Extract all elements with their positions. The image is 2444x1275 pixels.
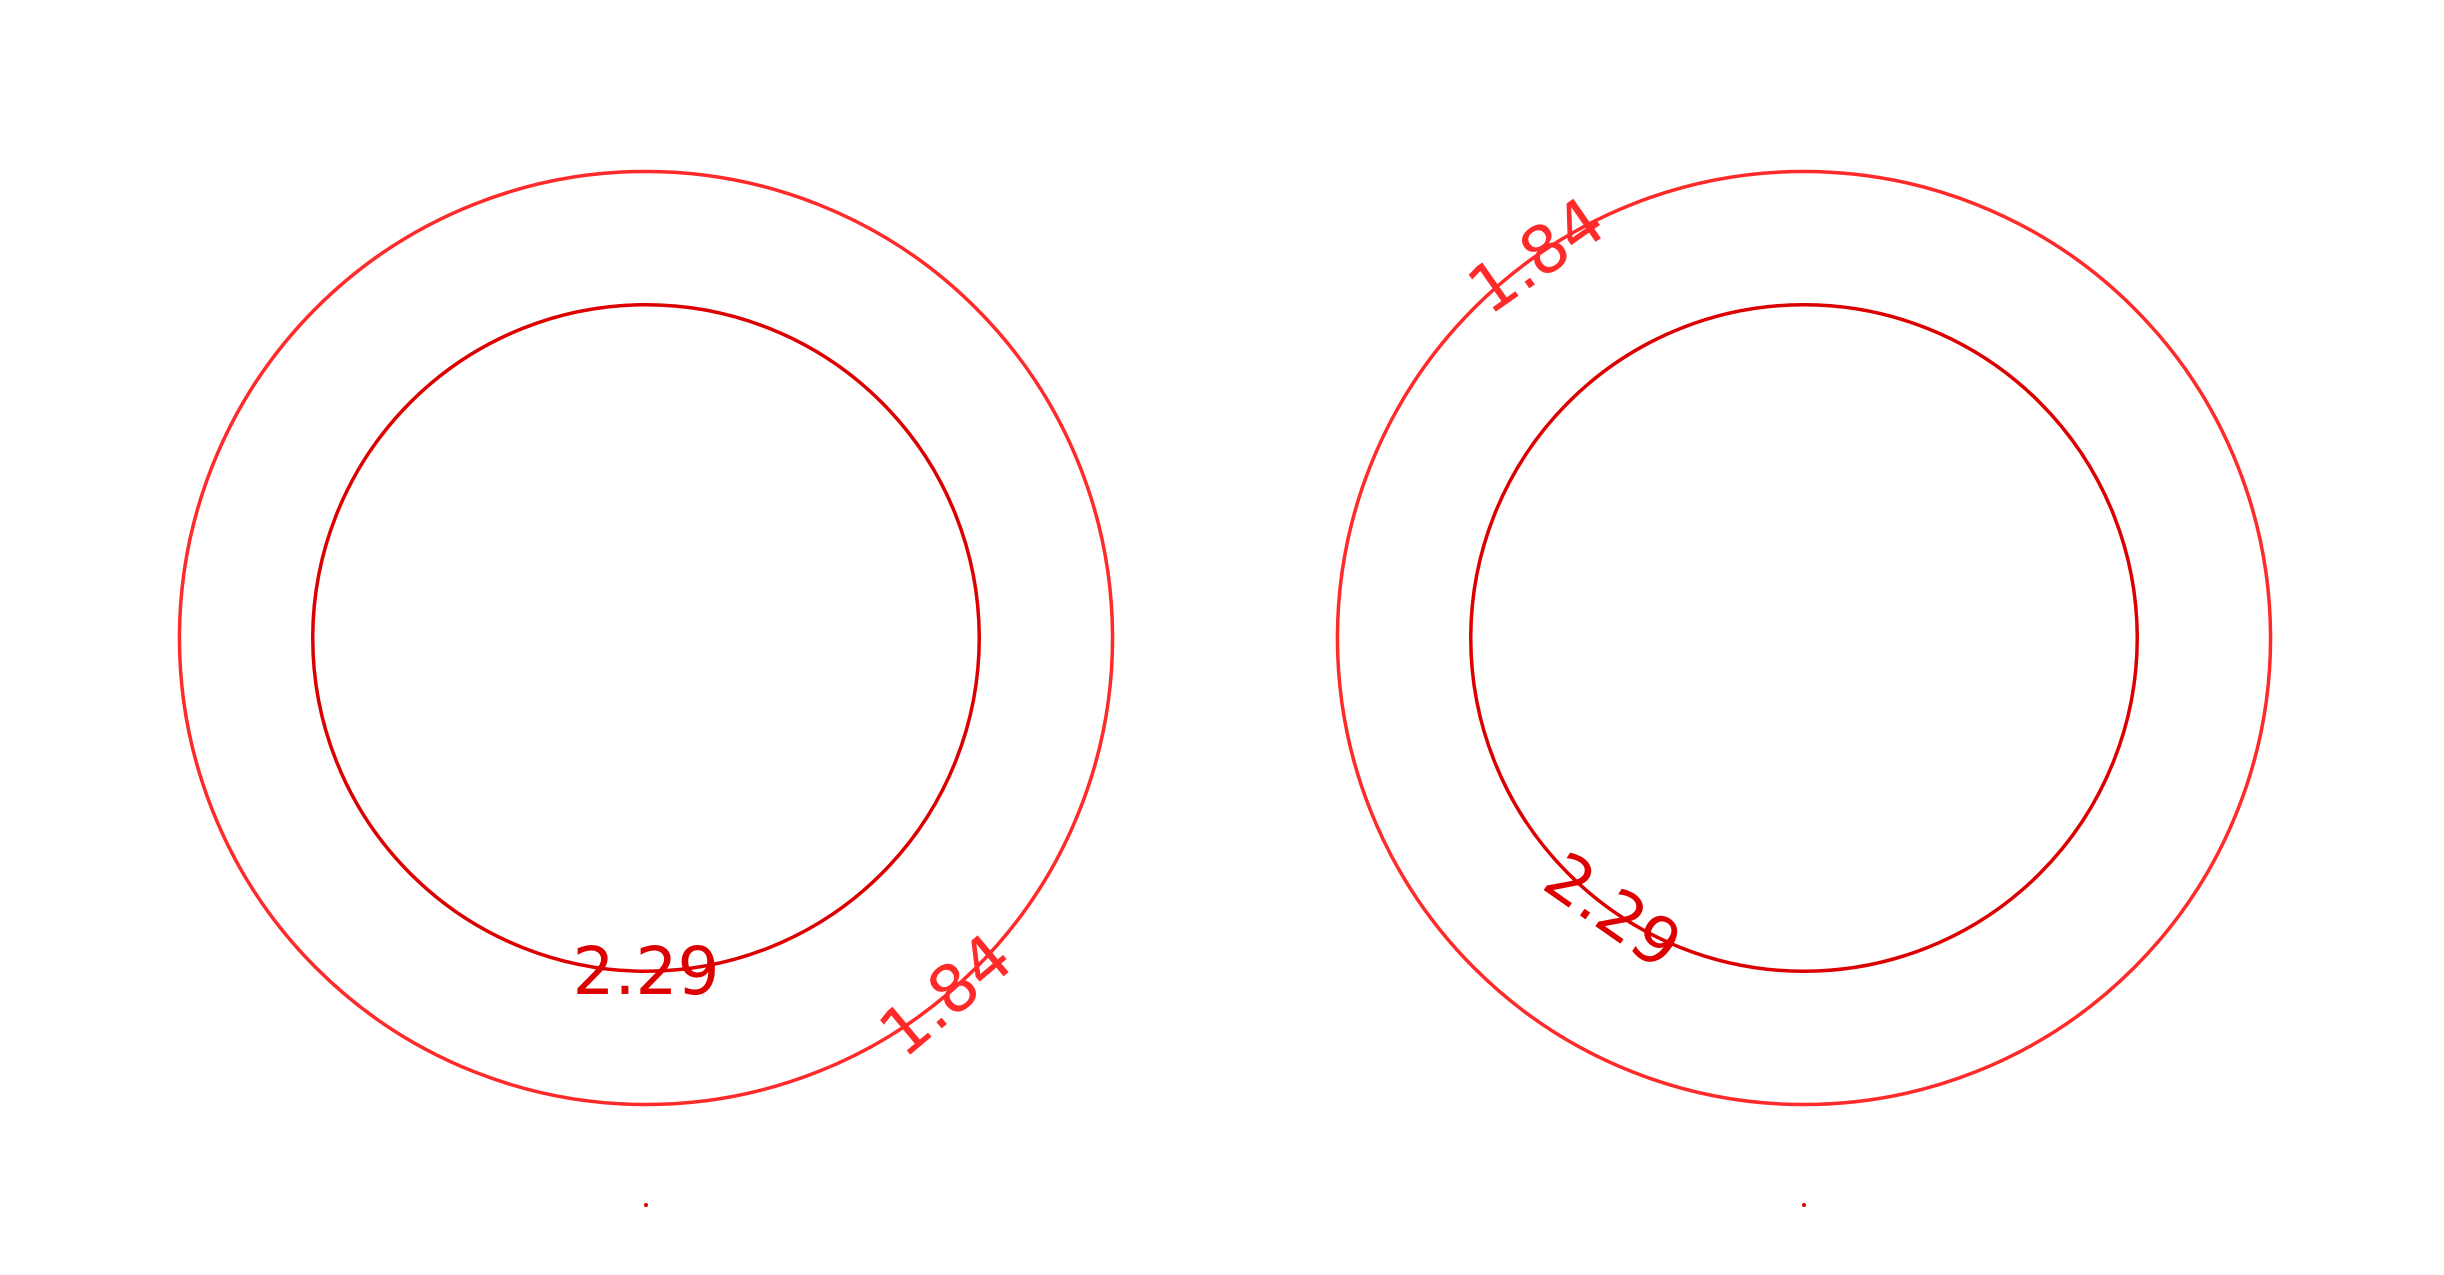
contour-line-left-1-84 — [177, 169, 1115, 1107]
contour-label-left-1-84: 1.84 — [865, 919, 1027, 1072]
contour-label-left-2-29: 2.29 — [573, 933, 720, 1010]
contour-line-left-2-29 — [311, 303, 981, 973]
marker-point-left — [644, 1203, 648, 1207]
contour-panel-right: 1.842.29 — [1335, 169, 2273, 1207]
marker-point-right — [1802, 1203, 1806, 1207]
contour-panel-left: 1.84 2.29 — [177, 169, 1115, 1207]
contour-line-right-2-29 — [1469, 303, 2139, 973]
contour-line-right-1-84 — [1335, 169, 2273, 1107]
contour-label-right-1-84: 1.84 — [1454, 182, 1619, 329]
